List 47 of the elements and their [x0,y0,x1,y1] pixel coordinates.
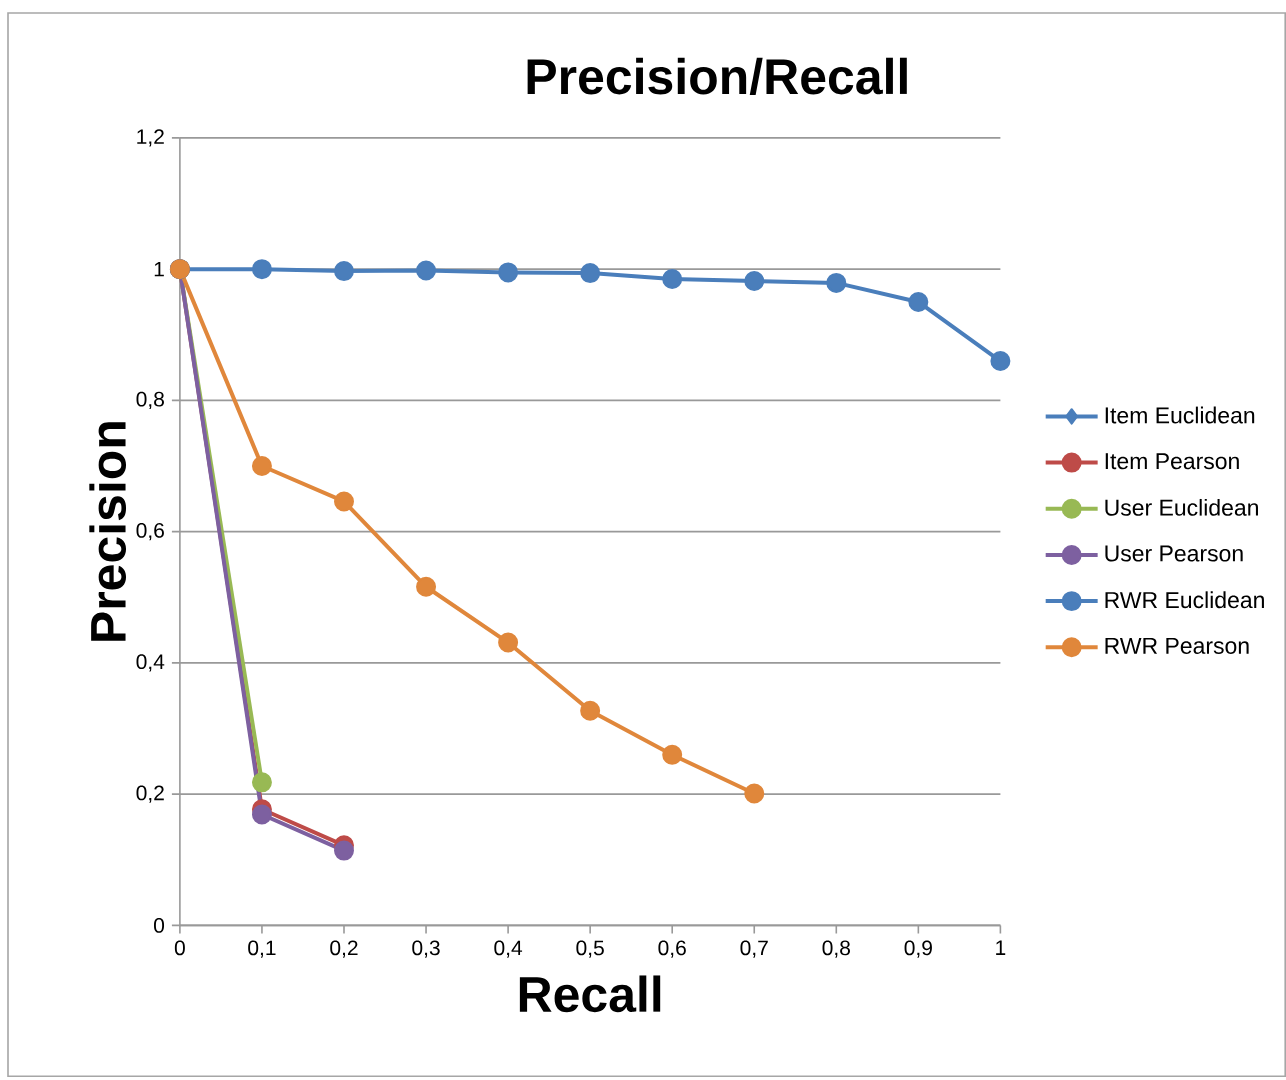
y-tick-label: 0,8 [136,391,164,409]
point [744,783,765,804]
point [662,268,683,289]
point [416,260,437,281]
y-tick-label: 0,2 [136,785,164,803]
y-tick-label: 0 [154,917,165,933]
point [580,700,601,721]
point [334,491,354,512]
legend-label: Item Pearson [1105,453,1239,470]
point [498,632,519,653]
point [334,840,354,861]
point [251,455,272,476]
point [990,350,1011,371]
x-tick-label: 0 [174,940,185,956]
x-tick-label: 0,7 [740,940,768,958]
y-tick-label: 1,2 [137,129,164,147]
chart-title: Precision/Recall [527,57,907,95]
point [334,260,354,281]
point [251,772,272,793]
x-tick-label: 1 [996,940,1006,955]
point [908,291,929,312]
point [580,262,601,283]
x-tick-label: 0,9 [904,940,932,958]
y-tick-label: 0,6 [136,522,164,541]
legend-label: RWR Euclidean [1105,591,1264,609]
legend-label: User Pearson [1105,545,1243,562]
y-tick-label: 0,4 [136,654,165,672]
x-tick-label: 0,3 [412,940,440,958]
x-tick-label: 0,8 [822,940,850,958]
x-tick-label: 0,4 [494,940,523,958]
x-tick-label: 0,6 [658,940,686,958]
legend-label: Item Euclidean [1105,406,1255,424]
x-tick-label: 0,1 [248,940,276,958]
x-tick-label: 0,5 [576,940,604,958]
x-axis-title: Recall [519,975,661,1012]
point [251,258,272,279]
legend-label: RWR Pearson [1105,637,1249,654]
legend-label: User Euclidean [1105,498,1258,516]
point [744,270,765,291]
point [251,804,272,825]
point [416,576,437,597]
point [498,262,519,283]
y-axis-title: Precision [89,422,127,641]
x-tick-label: 0,2 [330,940,358,958]
point [826,272,847,293]
y-tick-label: 1 [154,261,164,277]
point [662,744,683,765]
